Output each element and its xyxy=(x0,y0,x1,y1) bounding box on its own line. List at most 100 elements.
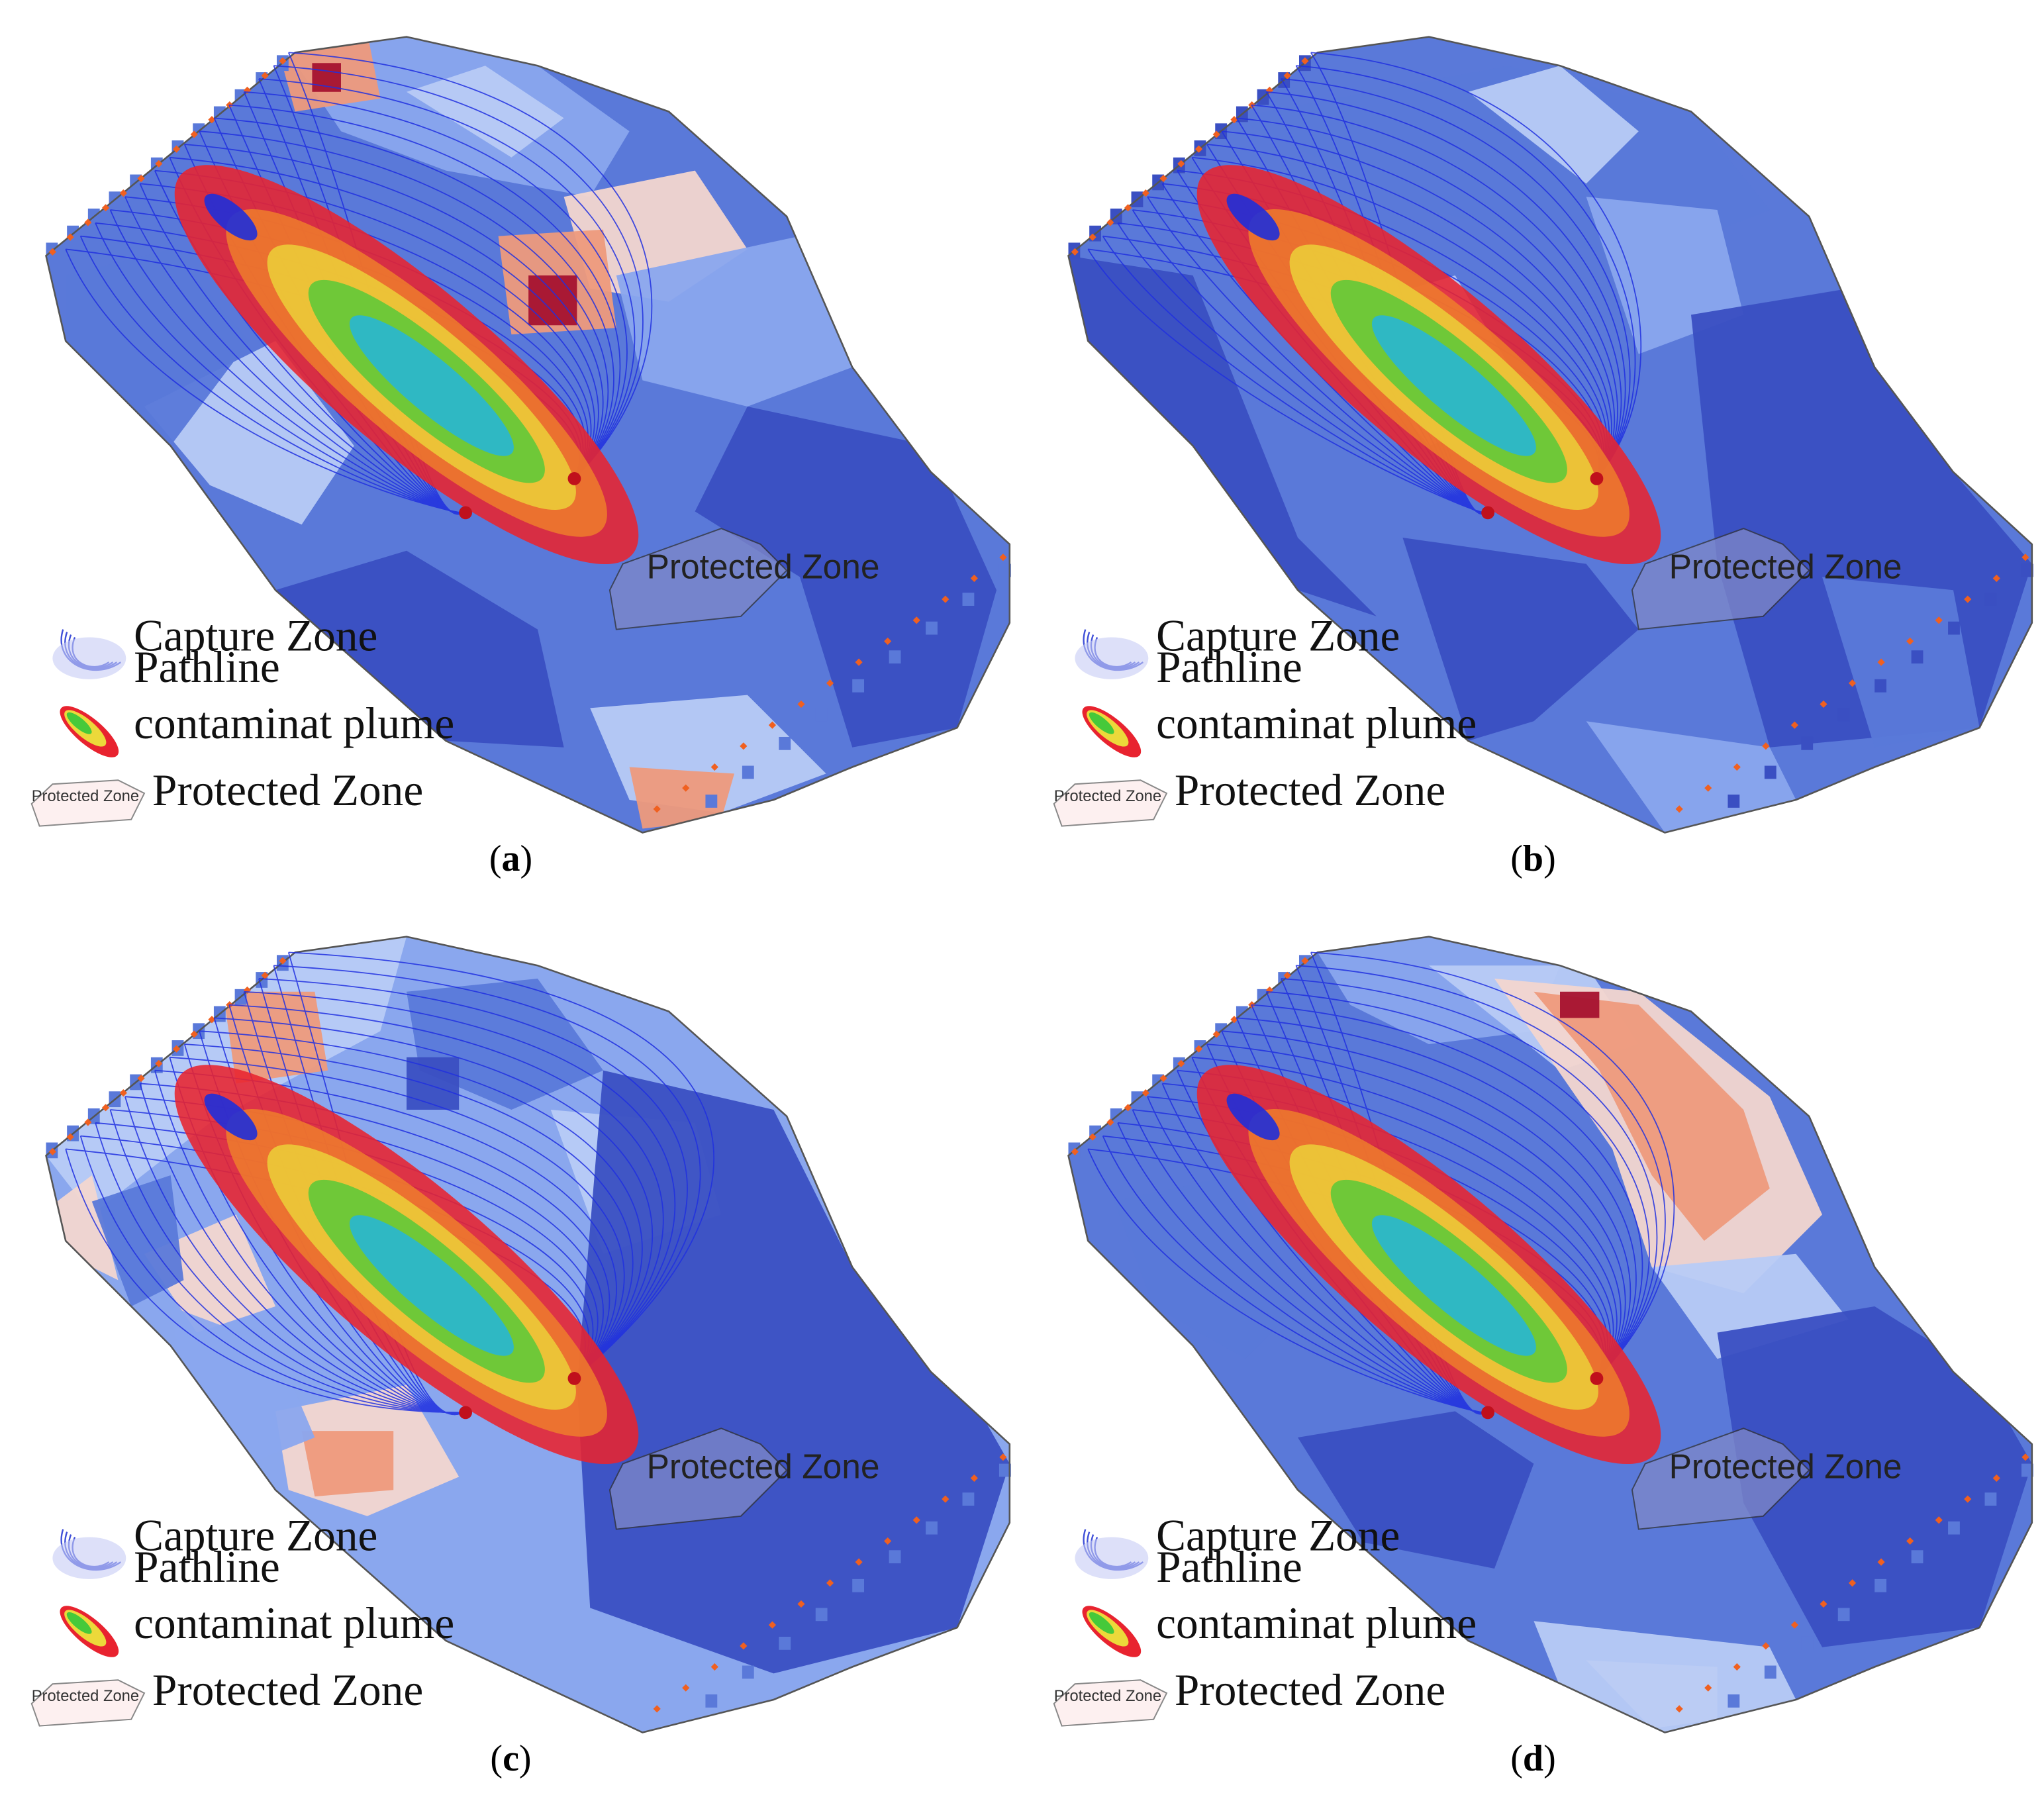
pathline xyxy=(1206,144,1612,479)
field-zone xyxy=(577,1070,1010,1674)
boundary-cell xyxy=(962,1492,975,1506)
caption-a: (a) xyxy=(489,838,533,879)
constant-head-marker xyxy=(155,160,163,168)
constant-head-marker xyxy=(172,1045,181,1053)
constant-head-marker xyxy=(710,1663,718,1671)
field-zone xyxy=(1402,538,1639,741)
field-zone xyxy=(66,249,250,446)
pathline xyxy=(273,65,644,479)
plume-band xyxy=(1226,1093,1280,1141)
pathline xyxy=(273,965,701,1379)
protected-zone-icon-shape xyxy=(30,1679,146,1727)
constant-head-marker xyxy=(826,1579,834,1587)
pathline xyxy=(228,104,621,479)
field-zone xyxy=(91,1175,184,1306)
protected-zone-icon-shape xyxy=(1053,779,1168,827)
plume-band xyxy=(1371,315,1536,456)
boundary-cell xyxy=(2021,1463,2033,1477)
constant-head-marker xyxy=(66,1133,74,1141)
boundary-cell xyxy=(705,795,718,808)
boundary-cell xyxy=(852,1579,865,1592)
constant-head-marker xyxy=(1935,1516,1943,1524)
constant-head-marker xyxy=(970,1474,978,1482)
protected-zone-icon: Protected Zone xyxy=(30,1679,146,1727)
pathline xyxy=(288,52,653,479)
constant-head-marker xyxy=(1142,1089,1149,1097)
legend-pathline-label: Pathline xyxy=(134,642,280,692)
constant-head-marker xyxy=(1159,174,1167,183)
boundary-cell xyxy=(1948,1521,1960,1535)
boundary-cell xyxy=(1948,621,1960,635)
constant-head-marker xyxy=(1848,679,1857,687)
protected-zone: Protected Zone xyxy=(608,1428,880,1530)
boundary-cells xyxy=(1068,55,2033,808)
legend-plume-label: contaminat plume xyxy=(134,1598,454,1648)
protected-zone-polygon xyxy=(1631,528,1810,630)
pathline xyxy=(184,1044,634,1379)
constant-head-marker xyxy=(1964,595,1972,603)
pathline xyxy=(258,978,688,1379)
boundary-cell xyxy=(1874,1579,1887,1592)
protected-zone-label: Protected Zone xyxy=(647,1447,880,1485)
constant-head-marker xyxy=(1848,1579,1857,1587)
caption-letter-d: d xyxy=(1522,1738,1544,1779)
pathline xyxy=(1251,1004,1643,1379)
protected-zone-polygon xyxy=(608,1428,788,1530)
boundary-cell xyxy=(705,1694,718,1708)
boundary-cell xyxy=(742,1665,754,1679)
contaminant-plume xyxy=(1196,165,1661,565)
panel-b: Protected Zone Capture Zone Pathline contam… xyxy=(1022,0,2044,899)
plume-icon xyxy=(60,1606,119,1657)
pathline xyxy=(228,1004,664,1379)
constant-head-marker xyxy=(155,1059,163,1067)
plume-icon xyxy=(1082,706,1142,757)
pathline xyxy=(1206,1044,1626,1379)
panel-d: Protected Zone Capture Zone Pathline contam… xyxy=(1022,900,2044,1799)
legend-capture-zone-label: Capture Zone xyxy=(134,610,377,660)
constant-head-marker xyxy=(137,174,145,183)
plume-band xyxy=(204,1093,258,1141)
model-boundary xyxy=(1067,36,2033,834)
plume-icon-band xyxy=(1089,712,1114,734)
protected-zone-polygon xyxy=(608,528,788,630)
protected-zone-icon: Protected Zone xyxy=(30,779,146,827)
constant-head-marker xyxy=(682,784,690,792)
plume-icon-band xyxy=(66,1612,92,1634)
constant-head-marker xyxy=(912,616,920,624)
plume-band xyxy=(1226,193,1280,241)
protected-zone-icon-text: Protected Zone xyxy=(1054,787,1161,805)
field-zone xyxy=(528,275,577,326)
capture-zone-fill-icon xyxy=(52,637,126,679)
legend-plume-label: contaminat plume xyxy=(134,699,454,748)
pathline xyxy=(1251,104,1622,479)
plume-icon xyxy=(1082,1606,1142,1657)
boundary-cell xyxy=(815,1608,828,1622)
plume-band xyxy=(1371,1215,1536,1356)
boundary-cell xyxy=(815,708,828,722)
constant-head-marker xyxy=(1820,700,1827,708)
protected-zone-label: Protected Zone xyxy=(1669,547,1902,585)
constant-head-marker xyxy=(1142,189,1149,197)
pathline xyxy=(1222,130,1616,479)
boundary-cell xyxy=(1764,1665,1776,1679)
extraction-well xyxy=(459,1406,472,1420)
boundary-cell xyxy=(1837,1608,1850,1622)
constant-head-marker xyxy=(208,116,216,124)
plume-band xyxy=(349,315,514,456)
pathline xyxy=(288,951,715,1379)
constant-head-marker xyxy=(855,658,863,666)
pathline xyxy=(258,78,636,479)
constant-head-marker xyxy=(190,130,198,138)
pathline xyxy=(1236,117,1618,479)
pathline xyxy=(184,144,604,479)
capture-zone-fill-icon xyxy=(52,1537,126,1579)
boundary-cell xyxy=(1728,795,1740,808)
capture-zone-fill-icon xyxy=(1075,1537,1149,1579)
boundary-cell xyxy=(926,1521,938,1535)
protected-zone-icon-shape xyxy=(30,779,146,827)
boundary-cell xyxy=(1911,650,1923,664)
